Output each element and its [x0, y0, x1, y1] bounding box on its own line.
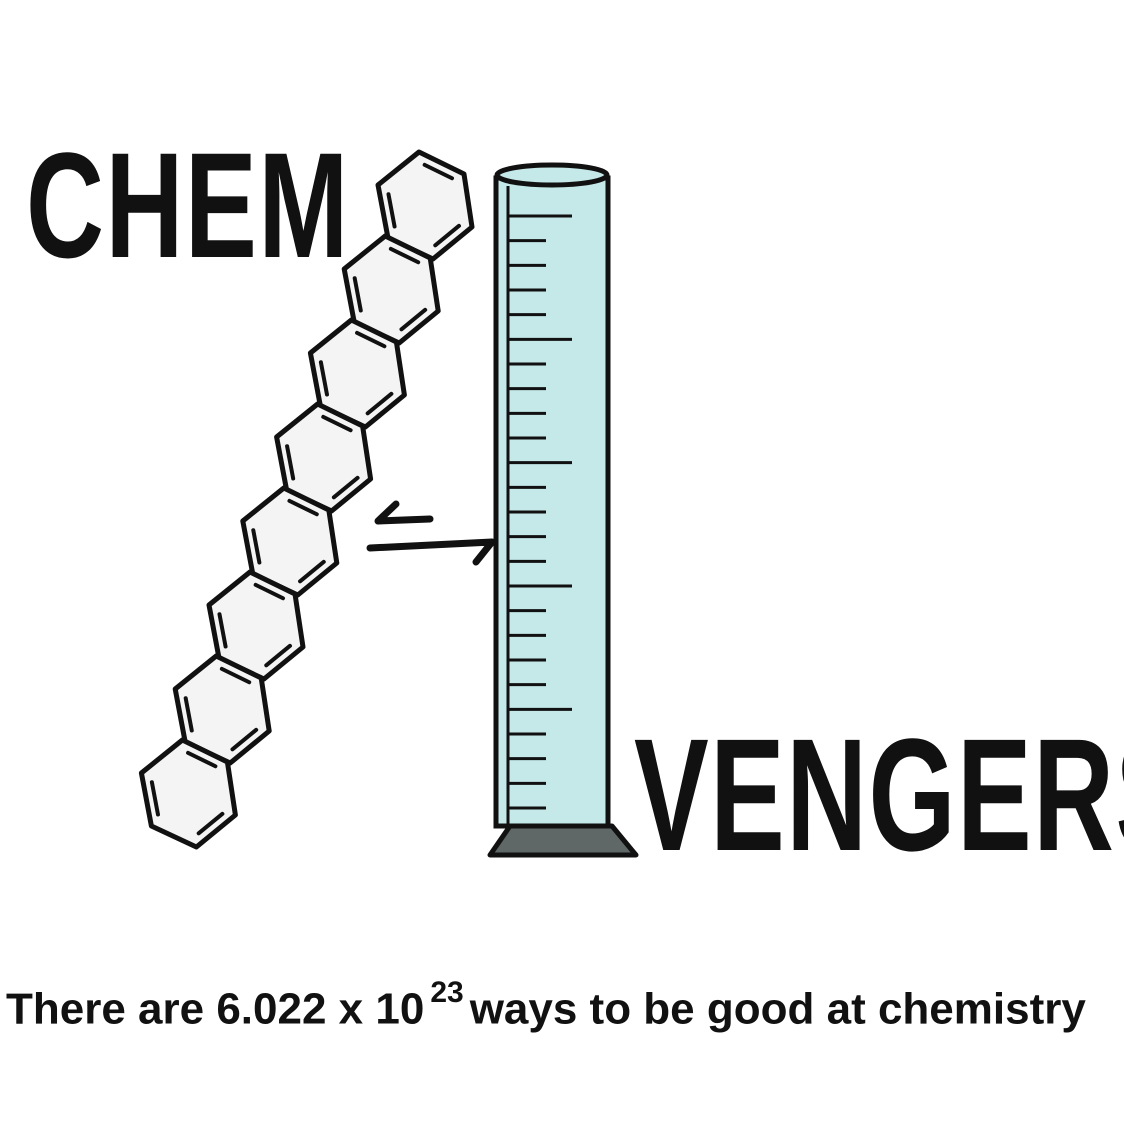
cylinder-graduations	[508, 214, 572, 810]
double-bond-line	[321, 414, 353, 433]
double-bond-line	[422, 162, 455, 181]
double-bond-line	[352, 276, 363, 313]
double-bond-line	[298, 559, 326, 584]
title-word-chem: CHEM	[26, 121, 350, 289]
double-bond-line	[287, 498, 319, 517]
double-bond-line	[230, 727, 259, 752]
double-bond-line	[253, 582, 286, 601]
fused-benzene-ring-chain-icon	[138, 149, 475, 850]
double-bond-line	[196, 811, 225, 836]
double-bond-line	[285, 444, 296, 481]
double-bond-line	[331, 475, 360, 500]
graduated-cylinder-icon	[487, 162, 639, 858]
tagline-exponent: 23	[430, 976, 464, 1009]
double-bond-line	[318, 360, 329, 397]
tagline-after: ways to be good at chemistry	[469, 984, 1086, 1034]
double-bond-line	[388, 246, 421, 265]
tagline-before: There are 6.022 x 10	[6, 984, 425, 1034]
double-bond-line	[365, 391, 394, 416]
double-bond-line	[217, 612, 228, 649]
double-bond-line	[433, 223, 461, 248]
double-bond-line	[149, 780, 160, 817]
title-word-vengers: VENGERS	[634, 705, 1124, 884]
tagline: There are 6.022 x 10 23 ways to be good at…	[6, 976, 1086, 1035]
equilibrium-arrows-icon	[366, 500, 496, 566]
double-bond-line	[386, 192, 397, 229]
double-bond-line	[251, 528, 262, 565]
double-bond-line	[183, 696, 194, 733]
double-bond-line	[264, 643, 292, 668]
double-bond-line	[219, 666, 252, 685]
double-bond-line	[186, 750, 218, 769]
double-bond-line	[399, 307, 428, 332]
double-bond-line	[355, 330, 387, 349]
